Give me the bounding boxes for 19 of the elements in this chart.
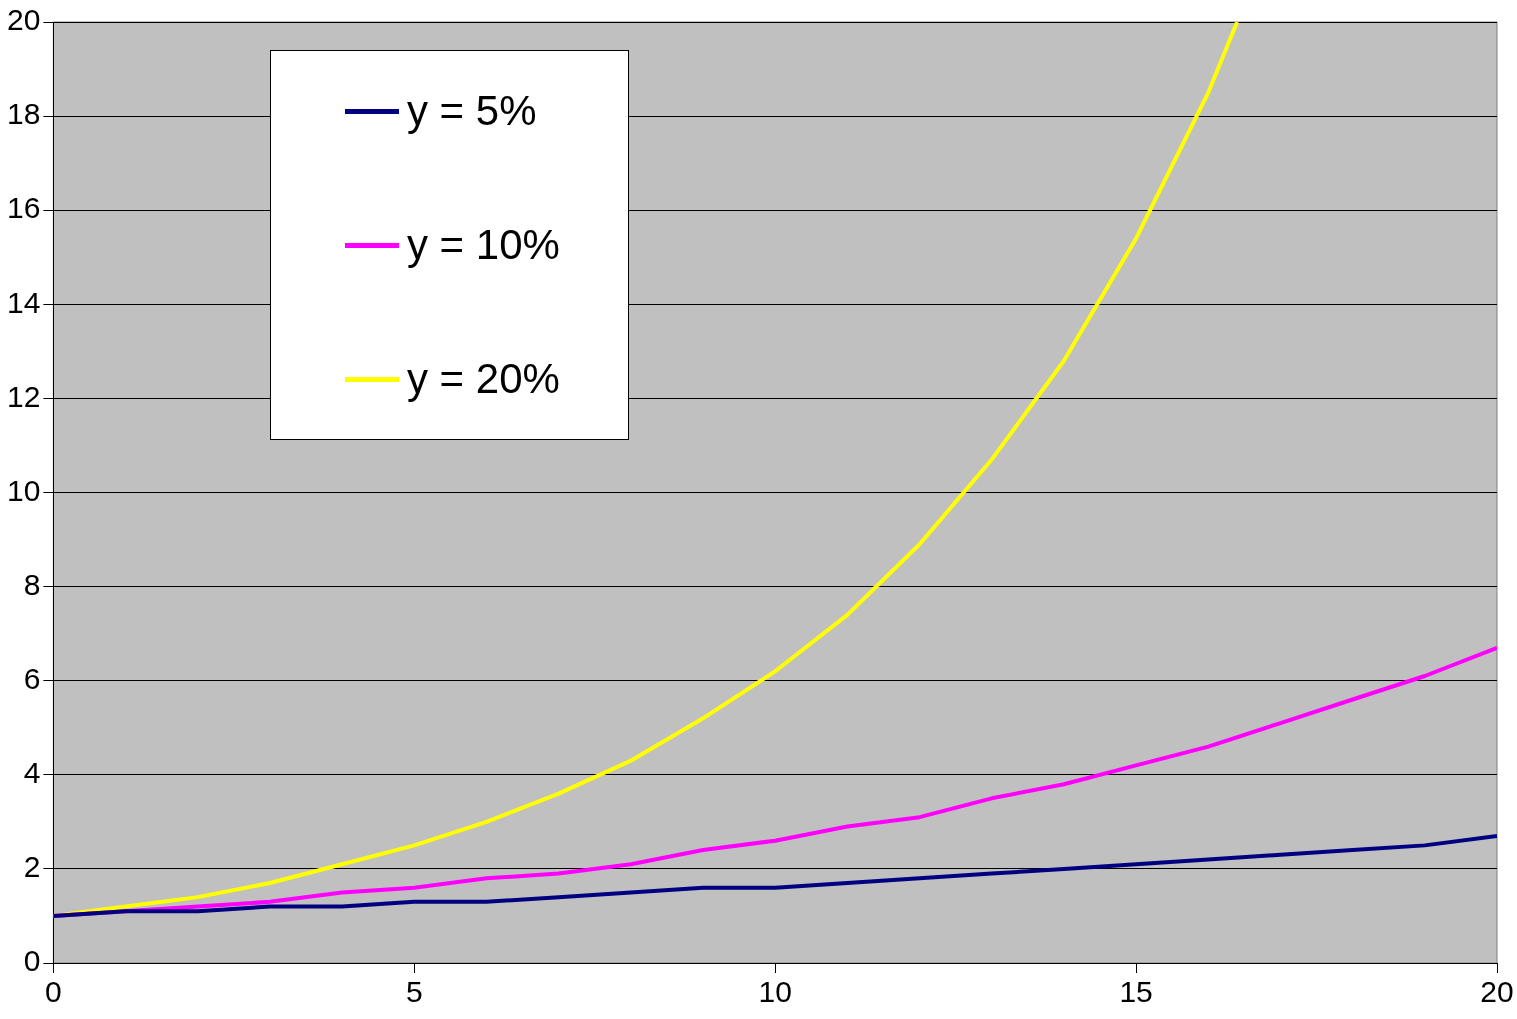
x-tick-label: 5 [405,975,423,1009]
y-tick-label: 4 [23,756,41,790]
x-tick-label: 10 [758,975,792,1009]
y-tick-label: 12 [6,379,41,413]
x-tick-label: 0 [45,975,62,1009]
legend-label: y = 20% [406,355,560,403]
x-tick-label: 20 [1480,975,1514,1009]
y-tick-label: 14 [6,285,41,319]
y-tick-label: 20 [6,3,41,37]
y-tick-label: 18 [6,97,41,131]
y-tick-label: 0 [23,944,41,978]
y-tick-label: 6 [23,661,41,695]
y-tick-label: 8 [23,567,41,601]
legend-label: y = 5% [406,87,537,135]
x-tick-label: 15 [1119,975,1153,1009]
legend-label: y = 10% [406,221,560,269]
y-tick-label: 2 [23,850,41,884]
y-tick-label: 10 [6,473,41,507]
y-tick-label: 16 [6,191,41,225]
